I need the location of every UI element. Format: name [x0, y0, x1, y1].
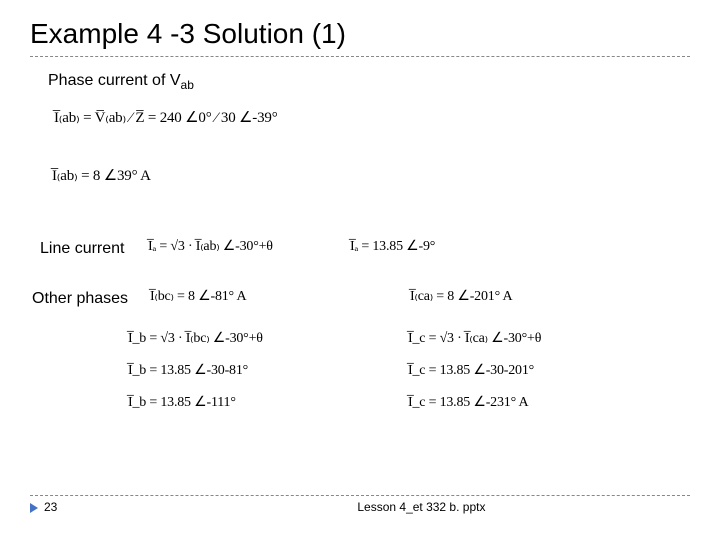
hw-eq-ib-formula: I̅_b = √3 · I̅₍bc₎ ∠-30°+θ: [128, 330, 263, 347]
footer-row: 23 Lesson 4_et 332 b. pptx: [30, 500, 690, 514]
hw-eq-iab-result: I̅₍ab₎ = 8 ∠39° A: [52, 166, 151, 185]
slide: Example 4 -3 Solution (1) Phase current …: [0, 0, 720, 540]
other-phases-label: Other phases: [32, 290, 128, 308]
hw-eq-iab-frac: I̅₍ab₎ = V̅₍ab₎ ⁄ Z̅ = 240 ∠0° ⁄ 30 ∠-39…: [54, 108, 278, 127]
page-number: 23: [44, 500, 57, 514]
hw-eq-ic-result: I̅_c = 13.85 ∠-231° A: [408, 394, 528, 411]
hw-eq-ibc: I̅₍bc₎ = 8 ∠-81° A: [150, 288, 246, 305]
arrow-icon: [30, 503, 38, 513]
hw-eq-ib-result: I̅_b = 13.85 ∠-111°: [128, 394, 236, 411]
footer-filename: Lesson 4_et 332 b. pptx: [357, 500, 485, 514]
subhead-sub: ab: [181, 78, 194, 92]
footer: 23 Lesson 4_et 332 b. pptx: [30, 495, 690, 514]
hw-eq-ica: I̅₍ca₎ = 8 ∠-201° A: [410, 288, 512, 305]
phase-current-heading: Phase current of Vab: [48, 72, 194, 92]
line-current-label: Line current: [40, 240, 125, 258]
hw-eq-ia-result: I̅ₐ = 13.85 ∠-9°: [350, 238, 435, 255]
hw-eq-ib-step: I̅_b = 13.85 ∠-30-81°: [128, 362, 248, 379]
page-number-wrap: 23: [30, 500, 57, 514]
hw-eq-ic-step: I̅_c = 13.85 ∠-30-201°: [408, 362, 534, 379]
title-divider: [30, 56, 690, 57]
hw-eq-ia-formula: I̅ₐ = √3 · I̅₍ab₎ ∠-30°+θ: [148, 238, 273, 255]
slide-title: Example 4 -3 Solution (1): [30, 18, 690, 50]
subhead-text: Phase current of V: [48, 72, 181, 89]
hw-eq-ic-formula: I̅_c = √3 · I̅₍ca₎ ∠-30°+θ: [408, 330, 541, 347]
footer-divider: [30, 495, 690, 496]
